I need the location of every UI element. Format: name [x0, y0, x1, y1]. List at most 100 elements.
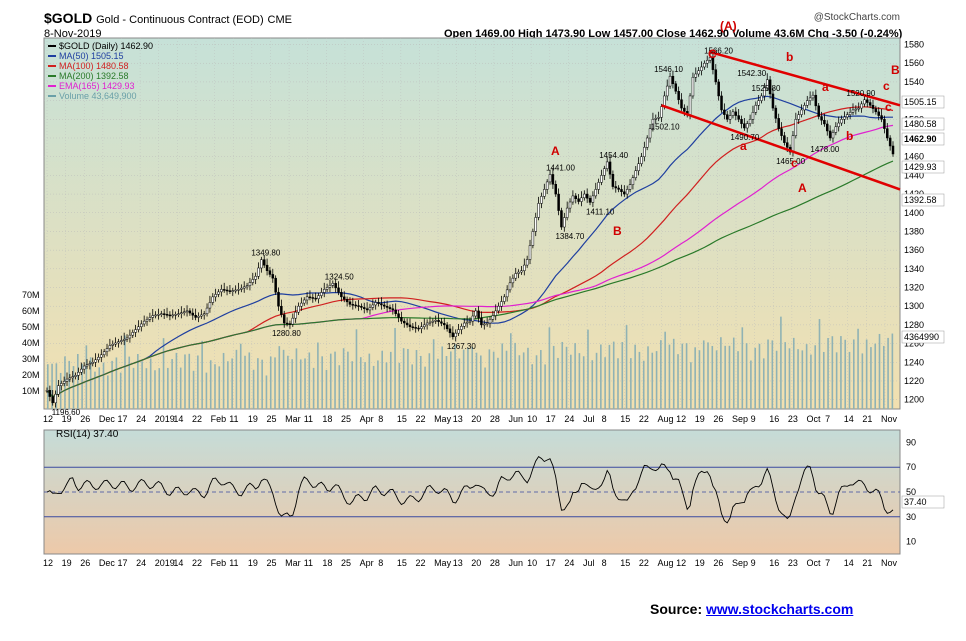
source-link[interactable]: www.stockcharts.com: [706, 601, 854, 617]
price-point-label: 1441.00: [546, 163, 575, 172]
price-candle: [631, 177, 635, 185]
price-candle: [320, 292, 323, 296]
price-candle: [237, 289, 240, 291]
price-candle: [483, 323, 486, 326]
price-candle: [477, 310, 480, 319]
price-candle: [457, 329, 460, 334]
volume-bar: [184, 354, 186, 409]
price-candle: [142, 320, 146, 325]
price-candle: [234, 289, 237, 292]
volume-bar: [544, 364, 546, 409]
date-tick: 17: [546, 558, 556, 568]
volume-bar: [175, 352, 178, 409]
price-candle: [643, 147, 646, 157]
price-point-label: 1520.90: [846, 89, 875, 98]
price-candle: [157, 314, 160, 316]
date-tick: 23: [788, 558, 798, 568]
price-point-label: 1349.80: [251, 249, 280, 258]
date-tick: Oct: [807, 414, 822, 424]
price-tick: 1340: [904, 264, 924, 274]
price-candle: [728, 115, 732, 120]
volume-bar: [488, 349, 491, 409]
date-tick: 25: [341, 414, 351, 424]
price-candle: [871, 105, 875, 109]
price-candle: [214, 294, 217, 298]
date-tick: 8: [602, 414, 607, 424]
price-candle: [854, 108, 858, 111]
volume-bar: [402, 348, 405, 409]
price-candle: [745, 123, 749, 129]
volume-bar: [681, 343, 684, 409]
volume-bar: [510, 333, 512, 409]
price-candle: [780, 128, 783, 136]
price-candle: [231, 290, 235, 292]
volume-bar: [762, 358, 765, 409]
volume-bar: [244, 355, 246, 409]
price-candle: [488, 319, 492, 324]
date-tick: 11: [229, 558, 238, 568]
date-tick: Mar: [285, 558, 301, 568]
date-tick: 28: [490, 414, 500, 424]
price-candle: [314, 297, 317, 300]
price-point-label: 1280.80: [272, 329, 301, 338]
price-candle: [846, 114, 849, 118]
price-candle: [848, 112, 852, 115]
date-tick: 10: [527, 558, 537, 568]
price-candle: [154, 314, 157, 317]
date-tick: 9: [751, 558, 756, 568]
price-candle: [85, 364, 89, 367]
price-candle: [425, 322, 429, 326]
volume-bar: [321, 356, 323, 409]
date-tick: 19: [248, 558, 258, 568]
volume-bar: [737, 351, 739, 409]
price-candle: [274, 277, 277, 293]
price-candle: [108, 345, 112, 349]
volume-bar: [848, 351, 851, 409]
price-candle: [191, 312, 195, 316]
price-candle: [45, 390, 49, 392]
volume-bar: [698, 350, 701, 409]
volume-bar: [827, 337, 829, 409]
price-candle: [671, 75, 675, 84]
price-point-label: 1465.00: [776, 157, 805, 166]
date-tick: 20: [471, 558, 481, 568]
price-candle: [471, 315, 475, 322]
price-candle: [414, 327, 417, 329]
volume-bar: [445, 356, 448, 409]
price-candle: [94, 359, 97, 363]
price-candle: [503, 296, 506, 302]
date-tick: 22: [192, 414, 202, 424]
volume-bar: [179, 367, 182, 409]
price-candle: [837, 122, 840, 128]
date-tick: 28: [490, 558, 500, 568]
date-tick: 19: [62, 414, 72, 424]
volume-bar: [527, 347, 529, 409]
date-tick: 11: [304, 414, 313, 424]
volume-bar: [171, 359, 173, 409]
price-candle: [251, 279, 255, 283]
price-candle: [271, 274, 275, 279]
price-candle: [405, 322, 409, 326]
price-candle: [820, 116, 823, 121]
volume-bar: [59, 372, 62, 409]
price-candle: [594, 189, 598, 197]
volume-bar: [750, 360, 752, 409]
price-candle: [703, 62, 706, 68]
price-candle: [151, 315, 154, 318]
volume-bar: [587, 329, 589, 409]
price-tick: 1300: [904, 301, 924, 311]
volume-bar: [441, 346, 444, 409]
price-candle: [768, 79, 772, 95]
value-box: [901, 117, 945, 131]
price-candle: [140, 323, 143, 328]
price-candle: [891, 145, 895, 155]
price-candle: [860, 103, 863, 109]
price-candle: [757, 100, 760, 106]
volume-bar: [874, 343, 877, 409]
date-tick: Jun: [509, 414, 524, 424]
price-point-label: 1384.70: [555, 232, 584, 241]
volume-bar: [638, 351, 641, 409]
price-candle: [277, 291, 280, 307]
date-tick: 15: [397, 558, 407, 568]
price-candle: [580, 197, 583, 202]
